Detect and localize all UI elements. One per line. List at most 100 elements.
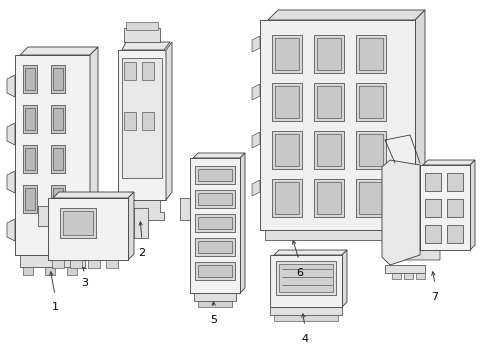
Bar xyxy=(122,58,162,178)
Bar xyxy=(195,262,235,280)
Bar xyxy=(317,182,341,214)
Polygon shape xyxy=(7,219,15,241)
Bar xyxy=(317,38,341,70)
Text: 7: 7 xyxy=(431,292,439,302)
Polygon shape xyxy=(415,10,425,230)
Bar xyxy=(38,206,48,226)
Text: 2: 2 xyxy=(139,248,146,258)
Bar xyxy=(51,145,65,173)
Text: 1: 1 xyxy=(51,302,58,312)
Bar xyxy=(198,241,232,253)
Polygon shape xyxy=(53,192,134,198)
Bar xyxy=(404,273,413,279)
Polygon shape xyxy=(166,42,172,200)
Bar xyxy=(15,55,90,255)
Bar xyxy=(274,315,338,321)
Bar xyxy=(317,134,341,166)
Polygon shape xyxy=(268,10,425,20)
Bar xyxy=(425,225,441,243)
Bar xyxy=(198,169,232,181)
Bar xyxy=(51,185,65,213)
Polygon shape xyxy=(405,225,440,260)
Bar xyxy=(359,134,383,166)
Bar xyxy=(142,112,154,130)
Bar xyxy=(272,131,302,169)
Bar xyxy=(25,188,35,210)
Bar xyxy=(272,83,302,121)
Bar xyxy=(60,208,96,238)
Polygon shape xyxy=(20,47,98,55)
Polygon shape xyxy=(122,42,170,50)
Bar xyxy=(20,255,85,267)
Bar xyxy=(359,86,383,118)
Bar xyxy=(48,198,128,260)
Bar xyxy=(142,62,154,80)
Bar xyxy=(276,261,336,295)
Polygon shape xyxy=(423,160,475,165)
Bar xyxy=(270,307,342,315)
Bar xyxy=(23,267,33,275)
Polygon shape xyxy=(252,132,260,148)
Bar xyxy=(314,131,344,169)
Bar xyxy=(88,260,100,268)
Polygon shape xyxy=(124,200,164,220)
Bar xyxy=(356,83,386,121)
Polygon shape xyxy=(252,84,260,100)
Bar xyxy=(124,28,160,42)
Polygon shape xyxy=(7,171,15,193)
Bar xyxy=(198,265,232,277)
Text: 3: 3 xyxy=(81,278,89,288)
Bar xyxy=(23,145,37,173)
Bar xyxy=(190,158,240,293)
Bar xyxy=(314,179,344,217)
Text: 5: 5 xyxy=(211,315,218,325)
Bar xyxy=(447,173,463,191)
Polygon shape xyxy=(342,250,347,307)
Bar xyxy=(425,173,441,191)
Text: 6: 6 xyxy=(296,268,303,278)
Polygon shape xyxy=(470,160,475,250)
Bar xyxy=(260,20,415,230)
Bar xyxy=(70,260,82,268)
Bar xyxy=(106,260,118,268)
Polygon shape xyxy=(128,192,134,260)
Bar xyxy=(118,50,166,200)
Bar xyxy=(51,65,65,93)
Bar xyxy=(314,35,344,73)
Polygon shape xyxy=(252,36,260,52)
Bar xyxy=(52,260,64,268)
Bar xyxy=(67,267,77,275)
Bar xyxy=(447,225,463,243)
Polygon shape xyxy=(240,153,245,293)
Bar xyxy=(425,199,441,217)
Bar xyxy=(53,188,63,210)
Text: 4: 4 xyxy=(301,334,309,344)
Bar xyxy=(314,83,344,121)
Bar xyxy=(51,105,65,133)
Bar xyxy=(420,165,470,250)
Bar xyxy=(275,182,299,214)
Bar xyxy=(392,273,401,279)
Bar xyxy=(195,166,235,184)
Bar xyxy=(195,214,235,232)
Bar xyxy=(272,179,302,217)
Bar xyxy=(23,185,37,213)
Bar xyxy=(198,301,232,307)
Bar xyxy=(25,68,35,90)
Bar xyxy=(359,182,383,214)
Bar xyxy=(356,35,386,73)
Polygon shape xyxy=(382,160,420,265)
Bar xyxy=(25,148,35,170)
Bar xyxy=(195,190,235,208)
Polygon shape xyxy=(7,75,15,97)
Bar xyxy=(265,230,410,240)
Bar xyxy=(356,179,386,217)
Bar xyxy=(25,108,35,130)
Bar xyxy=(45,267,55,275)
Bar xyxy=(275,86,299,118)
Bar xyxy=(447,199,463,217)
Bar xyxy=(272,35,302,73)
Polygon shape xyxy=(7,123,15,145)
Bar xyxy=(275,38,299,70)
Bar xyxy=(124,112,136,130)
